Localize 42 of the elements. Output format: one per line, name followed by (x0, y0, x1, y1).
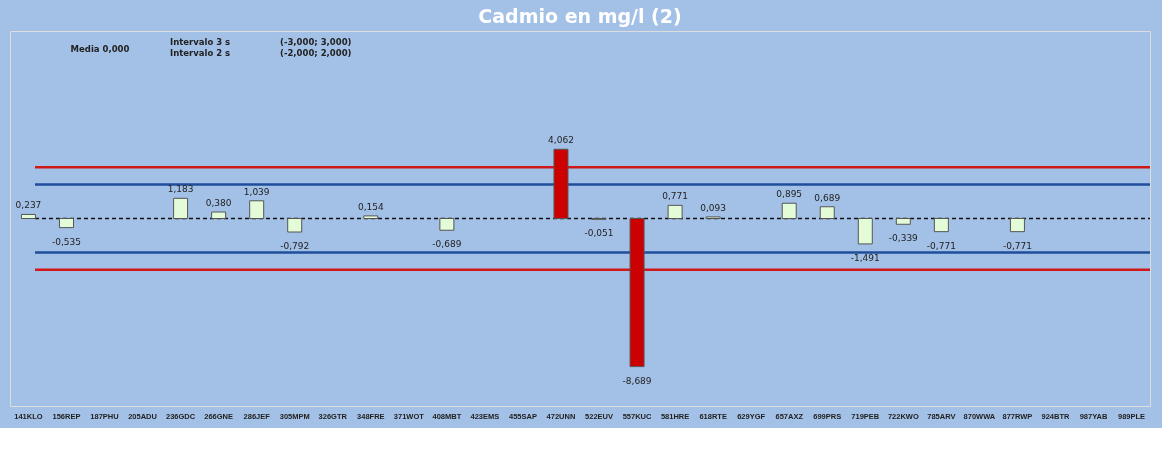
bar (439, 218, 455, 231)
annotation: (-3,000; 3,000) (280, 37, 352, 47)
bar (249, 200, 265, 219)
data-label: -0,339 (888, 233, 919, 244)
bar (1009, 218, 1025, 233)
data-label: 0,689 (814, 192, 841, 203)
data-label: 0,154 (357, 201, 384, 212)
annotation: Media 0,000 (70, 44, 130, 54)
data-label: -0,792 (280, 241, 310, 251)
bar (819, 206, 835, 219)
bar (20, 213, 36, 219)
bar (629, 218, 645, 368)
annotation: Intervalo 3 s (170, 37, 231, 47)
bar (933, 218, 949, 233)
data-label: -0,051 (584, 228, 614, 239)
bar (173, 197, 189, 219)
bar (781, 202, 797, 219)
data-label: 0,895 (776, 189, 803, 200)
annotation: Intervalo 2 s (170, 48, 231, 58)
data-label: -0,689 (432, 239, 462, 250)
bar (857, 218, 873, 245)
data-label: 1,183 (167, 184, 194, 195)
bar (287, 218, 303, 233)
data-label: -0,535 (51, 236, 81, 247)
data-label: 1,039 (243, 186, 270, 197)
bar (553, 148, 569, 219)
data-label: 0,380 (205, 198, 232, 209)
data-label: -0,771 (926, 240, 956, 251)
data-label: 0,771 (662, 191, 688, 202)
data-label: 0,093 (700, 202, 727, 213)
bar (895, 218, 911, 225)
bar (211, 211, 227, 219)
bar (58, 218, 74, 229)
data-label: 0,237 (15, 200, 42, 211)
data-label: -1,491 (850, 252, 880, 263)
chart-title: Cadmio en mg/l (2) (478, 5, 682, 27)
data-label: -0,771 (1002, 240, 1032, 251)
data-label: 4,062 (548, 135, 574, 146)
bar (667, 204, 683, 219)
bar (363, 215, 379, 219)
data-label: -8,689 (622, 375, 652, 386)
annotation: (-2,000; 2,000) (280, 48, 352, 58)
